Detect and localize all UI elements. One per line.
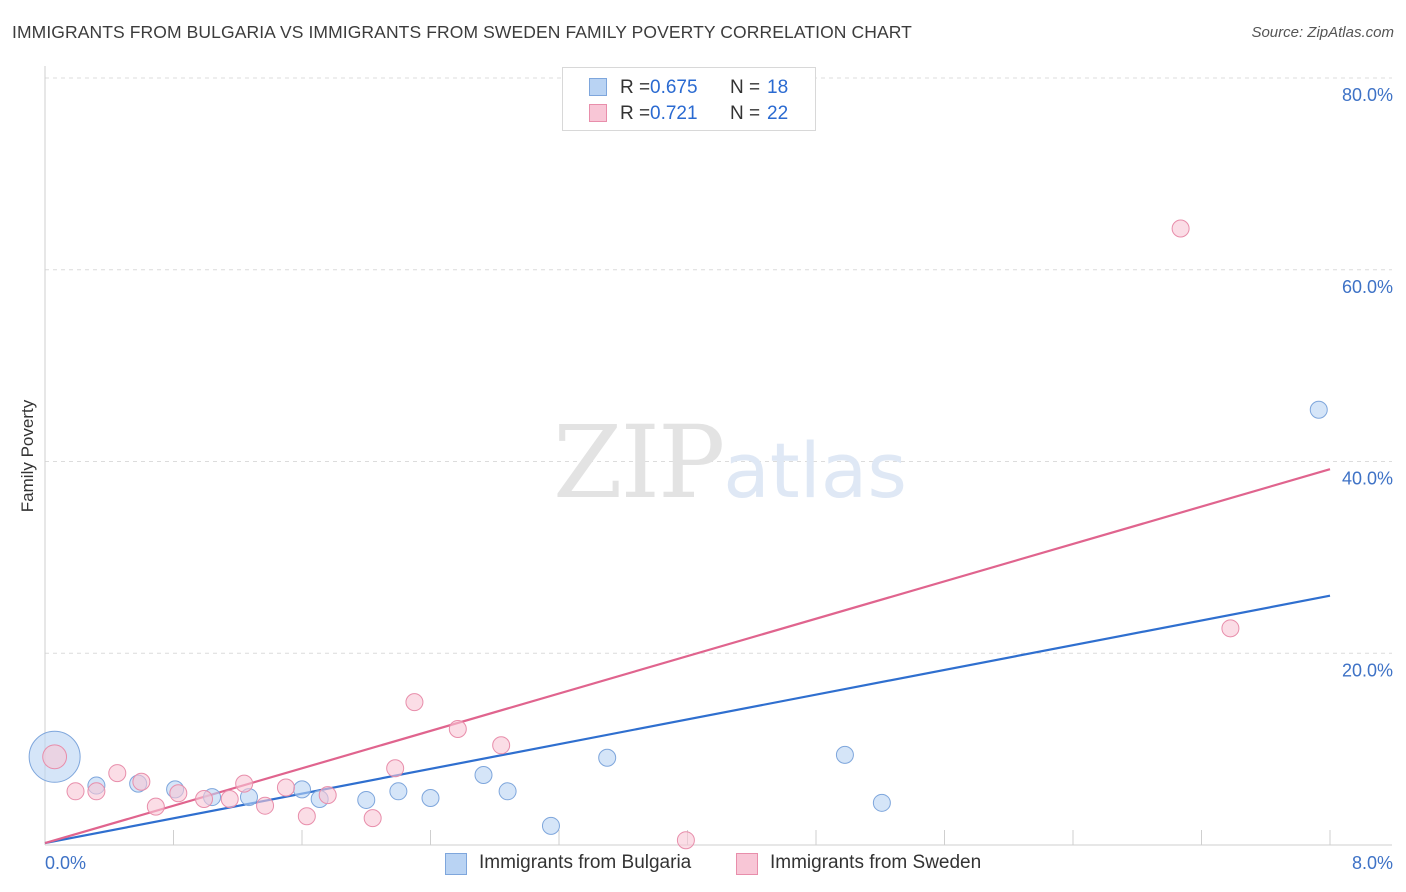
point-sweden [1171, 219, 1190, 238]
legend-n-label: N = [730, 103, 761, 124]
point-sweden [448, 719, 467, 738]
y-tick-label: 60.0% [1342, 277, 1393, 297]
x-tick-label: 8.0% [1352, 853, 1393, 873]
point-sweden [169, 784, 188, 803]
point-bulgaria [835, 745, 854, 764]
point-sweden [297, 807, 316, 826]
point-sweden [87, 782, 106, 801]
x-tick-label: 0.0% [45, 853, 86, 873]
legend-swatch-sweden [589, 104, 607, 122]
legend-n-value: 22 [767, 103, 789, 124]
point-bulgaria [357, 790, 376, 809]
legend-swatch-bulgaria [589, 78, 607, 96]
legend-r-label: R = [620, 77, 651, 98]
point-sweden [256, 796, 275, 815]
point-sweden [363, 809, 382, 828]
point-bulgaria [293, 780, 311, 799]
point-bulgaria [498, 782, 517, 801]
watermark-atlas: atlas [723, 426, 907, 515]
source-credit: Source: ZipAtlas.com [1251, 24, 1394, 41]
point-bulgaria [1309, 400, 1328, 419]
y-tick-label: 20.0% [1342, 660, 1393, 680]
point-sweden [1221, 619, 1240, 638]
y-tick-label: 40.0% [1342, 469, 1393, 489]
point-layer [28, 219, 1328, 850]
series-swatch-sweden [736, 853, 758, 875]
watermark-zip: ZIP [553, 404, 725, 521]
y-tick-label: 80.0% [1342, 85, 1393, 105]
point-sweden [66, 782, 85, 801]
point-sweden [235, 774, 254, 793]
point-sweden [132, 772, 151, 791]
series-label-sweden: Immigrants from Sweden [770, 852, 982, 873]
point-sweden [676, 831, 695, 850]
point-bulgaria [421, 789, 440, 808]
legend-r-value: 0.721 [650, 103, 698, 124]
trend-line-sweden [44, 468, 1331, 845]
point-bulgaria [541, 816, 560, 835]
y-axis-label: Family Poverty [18, 399, 37, 513]
legend-r-value: 0.675 [650, 77, 698, 98]
legend-n-label: N = [730, 77, 761, 98]
point-bulgaria [474, 766, 493, 785]
point-bulgaria [389, 782, 408, 801]
point-sweden [108, 764, 127, 783]
point-bulgaria [598, 748, 617, 767]
point-sweden [276, 778, 295, 797]
trend-line-bulgaria [44, 594, 1331, 845]
legend-r-label: R = [620, 103, 651, 124]
legend-n-value: 18 [767, 77, 789, 98]
series-swatch-bulgaria [445, 853, 467, 875]
point-sweden [405, 693, 424, 712]
point-sweden [220, 789, 239, 808]
point-bulgaria [872, 793, 891, 812]
point-sweden [42, 744, 68, 770]
grid-layer [45, 77, 1392, 654]
point-sweden [146, 797, 165, 816]
point-sweden [386, 759, 405, 778]
tick-label-layer: 20.0% 40.0% 60.0% 80.0% 0.0% 8.0% [45, 85, 1393, 873]
correlation-legend: R = 0.675 N = 18 R = 0.721 N = 22 [562, 67, 816, 131]
series-label-bulgaria: Immigrants from Bulgaria [479, 852, 692, 873]
watermark: ZIPatlas [553, 404, 907, 521]
point-sweden [195, 789, 214, 808]
chart-title: IMMIGRANTS FROM BULGARIA VS IMMIGRANTS F… [12, 22, 912, 42]
point-sweden [318, 786, 337, 805]
point-sweden [492, 736, 511, 755]
